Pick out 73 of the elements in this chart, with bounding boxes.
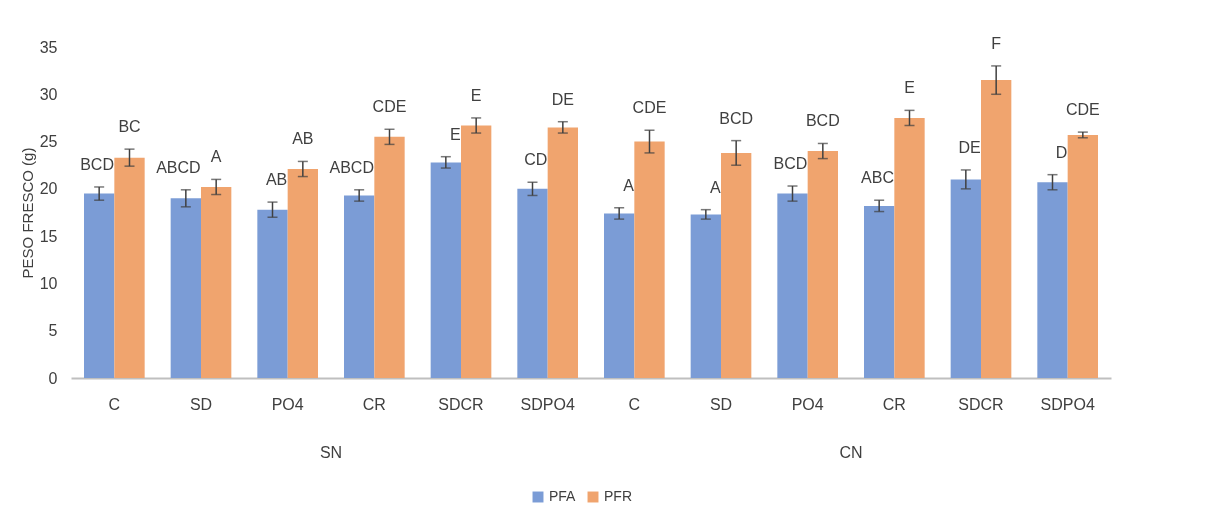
- x-tick-label: SD: [709, 395, 733, 413]
- data-label: DE: [958, 138, 981, 156]
- x-tick-label: SD: [189, 395, 213, 413]
- legend-label: PFR: [604, 488, 632, 504]
- y-tick-label: 35: [39, 38, 58, 56]
- data-label: ABCD: [329, 158, 374, 176]
- data-label: BCD: [805, 112, 840, 130]
- bar: [604, 213, 635, 378]
- data-label: BCD: [80, 155, 114, 173]
- bar: [1037, 182, 1068, 378]
- bar: [84, 193, 115, 378]
- y-tick-label: 5: [48, 322, 58, 340]
- bar: [864, 205, 895, 378]
- bar: [721, 152, 752, 378]
- data-label: AB: [292, 130, 314, 148]
- x-tick-label: CR: [882, 395, 906, 413]
- x-tick-label: SDPO4: [520, 395, 575, 413]
- data-label: A: [709, 178, 721, 196]
- bar: [690, 214, 721, 378]
- y-tick-label: 0: [48, 369, 58, 387]
- bar: [257, 209, 288, 378]
- data-label: E: [449, 125, 461, 143]
- y-tick-label: 10: [39, 274, 58, 292]
- bar: [807, 151, 838, 378]
- data-label: A: [210, 148, 222, 166]
- bar: [1067, 134, 1098, 378]
- data-label: ABC: [861, 169, 894, 187]
- bar: [374, 136, 405, 378]
- x-tick-label: SDCR: [958, 395, 1004, 413]
- x-tick-label: SDCR: [438, 395, 484, 413]
- bar: [634, 141, 665, 378]
- data-label: E: [904, 79, 915, 97]
- data-label: DE: [551, 90, 574, 108]
- y-axis-title: PESO FRESCO (g): [18, 147, 36, 279]
- data-label: ABCD: [156, 158, 201, 176]
- data-label: E: [470, 86, 482, 104]
- x-tick-label: C: [628, 395, 641, 413]
- data-label: CDE: [1065, 101, 1100, 119]
- bar: [981, 80, 1012, 378]
- data-label: AB: [265, 171, 288, 189]
- text: CN: [839, 444, 863, 461]
- bar: [114, 157, 145, 378]
- data-label: BC: [118, 118, 141, 136]
- x-tick-label: PO4: [271, 395, 304, 413]
- bar: [894, 117, 925, 378]
- x-tick-label: PO4: [791, 395, 824, 413]
- data-label: BCD: [719, 109, 754, 127]
- data-label: CDE: [372, 98, 407, 116]
- x-tick-label: C: [108, 395, 121, 413]
- y-tick-label: 25: [39, 133, 58, 151]
- bar: [344, 195, 375, 378]
- bar: [547, 127, 578, 378]
- x-tick-label: CR: [362, 395, 386, 413]
- text: SN: [319, 444, 343, 461]
- bar: [461, 125, 492, 378]
- y-tick-label: 20: [39, 180, 58, 198]
- bar: [287, 169, 318, 378]
- y-tick-label: 30: [39, 85, 58, 103]
- data-label: F: [991, 34, 1002, 52]
- data-label: BCD: [773, 155, 808, 173]
- legend-label: PFA: [549, 488, 577, 504]
- bar: [950, 179, 981, 378]
- data-label: CDE: [632, 99, 667, 117]
- y-tick-label: 15: [39, 227, 58, 245]
- data-label: A: [623, 176, 635, 194]
- x-tick-label: SDPO4: [1040, 395, 1095, 413]
- bar: [777, 193, 808, 378]
- bar: [170, 198, 201, 378]
- bar: [430, 162, 461, 378]
- bar: [517, 188, 548, 378]
- data-label: CD: [524, 151, 548, 169]
- data-label: D: [1055, 143, 1068, 161]
- bar: [201, 186, 232, 378]
